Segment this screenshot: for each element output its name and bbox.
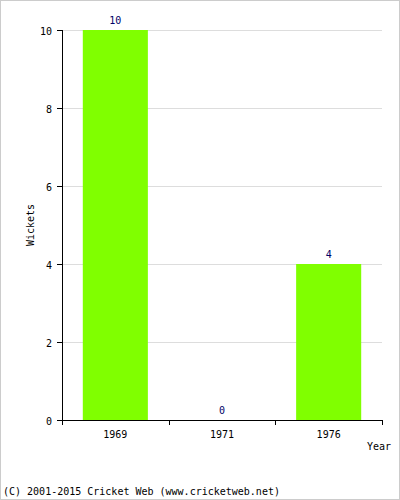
chart-container: 0 2 4 6 8 10 1969 1971 1976 10 0 4 Wickets Year (C) 20… — [0, 0, 400, 500]
y-tick — [57, 264, 62, 265]
x-tick — [382, 420, 383, 425]
x-axis-label: Year — [367, 441, 391, 452]
bar — [296, 264, 361, 420]
y-tick-label: 6 — [46, 182, 52, 193]
y-tick — [57, 30, 62, 31]
y-axis-label: Wickets — [25, 204, 36, 246]
x-tick — [275, 420, 276, 425]
y-tick — [57, 108, 62, 109]
bar — [189, 420, 254, 421]
x-axis — [62, 420, 382, 421]
x-tick-label: 1969 — [103, 429, 127, 440]
y-tick — [57, 186, 62, 187]
y-tick-label: 2 — [46, 338, 52, 349]
y-tick — [57, 342, 62, 343]
y-tick-label: 10 — [40, 26, 52, 37]
data-label: 0 — [219, 405, 225, 416]
bars — [83, 30, 361, 420]
y-tick-label: 0 — [46, 416, 52, 427]
y-tick-label: 8 — [46, 104, 52, 115]
frame — [1, 1, 400, 500]
footer-note: (C) 2001-2015 Cricket Web (www.cricketwe… — [3, 486, 280, 497]
x-tick — [169, 420, 170, 425]
data-label: 4 — [326, 249, 332, 260]
x-tick — [62, 420, 63, 425]
y-tick-label: 4 — [46, 260, 52, 271]
y-axis — [62, 30, 63, 420]
data-label: 10 — [109, 15, 121, 26]
x-tick-label: 1976 — [317, 429, 341, 440]
bar — [83, 30, 148, 420]
x-tick-label: 1971 — [210, 429, 234, 440]
grid-line — [62, 420, 382, 421]
chart-svg: 0 2 4 6 8 10 1969 1971 1976 10 0 4 Wickets Year (C) 20… — [0, 0, 400, 500]
y-tick — [57, 420, 62, 421]
